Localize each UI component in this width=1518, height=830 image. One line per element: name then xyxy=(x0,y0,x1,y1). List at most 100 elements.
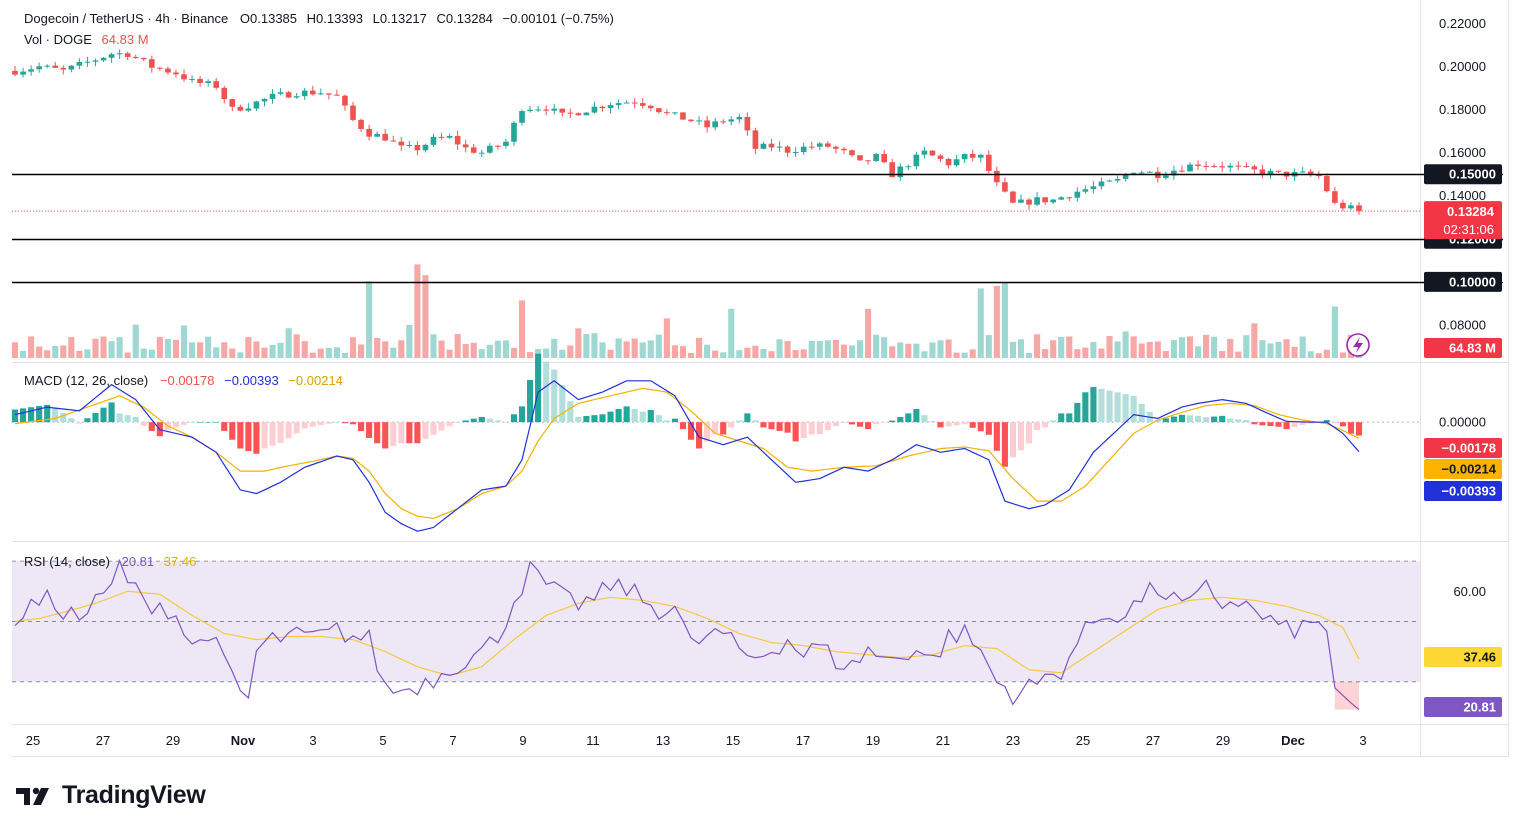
macd-histogram-bar xyxy=(1203,417,1210,423)
volume-bar xyxy=(969,349,976,358)
macd-histogram-bar xyxy=(366,422,373,438)
price-tick-label: 0.22000 xyxy=(1439,16,1486,31)
horizontal-levels[interactable] xyxy=(12,173,1503,284)
macd-histogram-bar xyxy=(937,422,944,428)
volume-bar xyxy=(301,341,308,358)
candle-body xyxy=(60,67,67,70)
candle-body xyxy=(881,153,887,163)
volume-bar xyxy=(535,348,542,358)
misc-marks xyxy=(1346,333,1370,357)
candle-body xyxy=(631,102,638,104)
candle-body xyxy=(551,108,558,111)
macd-tick-label: 0.00000 xyxy=(1439,415,1486,430)
macd-histogram-bar xyxy=(253,422,260,454)
volume-bar xyxy=(985,335,992,358)
macd-histogram-bar xyxy=(639,411,646,423)
macd-histogram-bar xyxy=(172,422,180,428)
volume-bar xyxy=(671,345,678,358)
volume-bar xyxy=(937,340,944,358)
volume-bar xyxy=(607,349,614,358)
candle-body xyxy=(197,78,203,83)
candle-body xyxy=(221,87,228,100)
candle-body xyxy=(559,108,566,113)
volume-bar xyxy=(1025,352,1033,358)
volume-bar xyxy=(84,349,91,358)
candle-body xyxy=(696,120,702,122)
macd-histogram-bar xyxy=(527,380,534,423)
macd-histogram-bar xyxy=(567,401,574,423)
volume-bar xyxy=(905,343,912,358)
macd-histogram-bar xyxy=(696,422,703,449)
candle-body xyxy=(913,154,920,167)
macd-histogram-bar xyxy=(518,406,526,423)
volume-bar xyxy=(663,318,670,358)
rsi-ma-last-label-bg xyxy=(1424,647,1502,667)
time-tick-label: 7 xyxy=(449,733,456,748)
price-tick-label: 0.18000 xyxy=(1439,102,1486,117)
volume-value: 64.83 M xyxy=(101,32,149,47)
macd-histogram-bar xyxy=(382,422,389,449)
macd-histogram-bar xyxy=(221,422,228,431)
candle-body xyxy=(768,143,775,148)
macd-histogram-bar xyxy=(1235,419,1242,423)
volume-bar xyxy=(615,338,622,358)
volume-bar xyxy=(816,341,823,358)
price-axis[interactable]: 0.08000 0.14000 0.16000 0.18000 0.20000 0.220… xyxy=(1439,16,1486,599)
macd-histogram-bar xyxy=(647,409,654,423)
macd-histogram-bar xyxy=(865,422,872,430)
lightning-icon xyxy=(1353,337,1363,353)
volume-bar xyxy=(1178,337,1186,358)
symbol-header: Dogecoin / TetherUS · 4h · Binance O0.13… xyxy=(24,11,614,26)
macd-histogram-bar xyxy=(237,422,244,449)
macd-last-label-bg xyxy=(1424,481,1502,501)
volume-bar xyxy=(1162,351,1169,358)
volume-bar xyxy=(269,344,276,358)
macd-histogram-bar xyxy=(808,422,815,435)
candle-body xyxy=(92,60,99,62)
macd-histogram-bar xyxy=(856,422,864,427)
rsi-tick-label: 60.00 xyxy=(1453,584,1486,599)
macd-histogram-bar xyxy=(510,414,518,423)
volume-bar xyxy=(317,348,324,358)
macd-histogram-bar xyxy=(414,422,421,444)
rsi-pane xyxy=(14,558,1360,711)
macd-histogram-bar xyxy=(776,422,783,431)
macd-histogram-bar xyxy=(993,422,1000,451)
time-tick-label: Dec xyxy=(1281,733,1305,748)
macd-histogram-bar xyxy=(1066,413,1073,423)
candle-body xyxy=(132,56,139,58)
volume-bar xyxy=(438,340,445,358)
macd-histogram-bar xyxy=(768,422,775,430)
time-tick-label: 9 xyxy=(519,733,526,748)
candle-body xyxy=(1203,165,1209,167)
macd-histogram-bar xyxy=(1355,422,1363,436)
tradingview-logo[interactable]: TradingView xyxy=(16,781,206,810)
macd-signal-line xyxy=(14,387,1360,520)
candle-body xyxy=(1002,182,1008,192)
candle-body xyxy=(454,135,461,145)
macd-histogram-bar xyxy=(317,422,324,426)
candle-body xyxy=(977,154,984,158)
candle-body xyxy=(1058,197,1065,200)
volume-last-label-bg xyxy=(1424,338,1502,358)
volume-bar xyxy=(921,351,928,358)
candle-body xyxy=(173,72,179,75)
volume-bar xyxy=(430,334,437,358)
symbol-title: Dogecoin / TetherUS · 4h · Binance xyxy=(24,11,229,26)
candle-body xyxy=(430,136,437,145)
volume-bar xyxy=(164,339,171,358)
macd-histogram-bar xyxy=(100,407,107,423)
volume-bar xyxy=(647,340,654,358)
candle-body xyxy=(543,109,549,111)
time-axis[interactable]: 25 27 29 Nov 3 5 7 9 11 13 15 17 19 21 23 25 27 29 Dec 3 xyxy=(26,733,1367,748)
open-label: O xyxy=(239,11,251,26)
macd-histogram-bar xyxy=(19,408,27,423)
volume-bar xyxy=(1146,342,1153,358)
candle-body xyxy=(487,145,493,153)
candle-body xyxy=(841,148,847,151)
candle-body xyxy=(511,122,517,142)
volume-bar xyxy=(382,341,389,358)
macd-histogram-bar xyxy=(1034,422,1041,431)
